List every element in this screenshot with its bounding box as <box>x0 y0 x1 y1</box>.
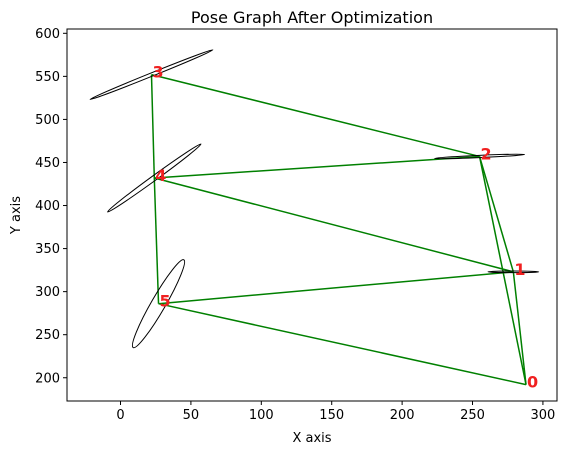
x-tick-label: 200 <box>390 408 415 423</box>
node-label-3: 3 <box>152 63 163 82</box>
y-tick-label: 550 <box>35 70 60 85</box>
x-tick-label: 100 <box>249 408 274 423</box>
edge-4-5 <box>153 177 160 304</box>
covariance-ellipse-3 <box>89 49 214 100</box>
y-tick-label: 300 <box>35 285 60 300</box>
x-axis-label: X axis <box>292 431 331 446</box>
x-tick-label: 150 <box>319 408 344 423</box>
edges-layer <box>150 73 527 386</box>
y-tick-label: 600 <box>35 27 60 42</box>
chart-title: Pose Graph After Optimization <box>191 8 433 27</box>
y-tick-label: 350 <box>35 242 60 257</box>
edge-0-2 <box>478 156 527 385</box>
node-label-4: 4 <box>155 166 166 185</box>
node-label-0: 0 <box>527 373 538 392</box>
edge-1-4 <box>154 177 514 273</box>
y-tick-label: 500 <box>35 113 60 128</box>
axes-frame <box>66 28 558 402</box>
edge-2-4 <box>154 155 480 179</box>
covariance-ellipses-layer <box>89 49 540 349</box>
y-axis-label: Y axis <box>9 196 24 235</box>
node-label-5: 5 <box>160 292 171 311</box>
x-tick-label: 250 <box>460 408 485 423</box>
node-labels-layer: 0 1 2 3 4 5 <box>152 63 538 392</box>
edge-2-3 <box>151 73 480 158</box>
node-label-2: 2 <box>481 144 492 163</box>
x-ticks: 0 50 100 150 200 250 300 <box>116 401 555 423</box>
edge-1-2 <box>478 156 515 273</box>
node-label-1: 1 <box>514 260 525 279</box>
edge-0-1 <box>512 271 527 385</box>
x-tick-label: 0 <box>116 408 124 423</box>
edge-1-5 <box>158 271 514 305</box>
x-tick-label: 300 <box>531 408 556 423</box>
y-ticks: 200 250 300 350 400 450 500 550 600 <box>35 27 67 386</box>
y-tick-label: 250 <box>35 328 60 343</box>
y-tick-label: 450 <box>35 156 60 171</box>
edge-0-5 <box>158 302 527 386</box>
edge-3-4 <box>150 74 156 178</box>
covariance-ellipse-5 <box>131 259 186 349</box>
covariance-ellipse-1 <box>487 270 540 274</box>
y-tick-label: 200 <box>35 371 60 386</box>
x-tick-label: 50 <box>183 408 200 423</box>
y-tick-label: 400 <box>35 199 60 214</box>
covariance-ellipse-4 <box>107 143 202 213</box>
covariance-ellipse-2 <box>434 153 526 160</box>
